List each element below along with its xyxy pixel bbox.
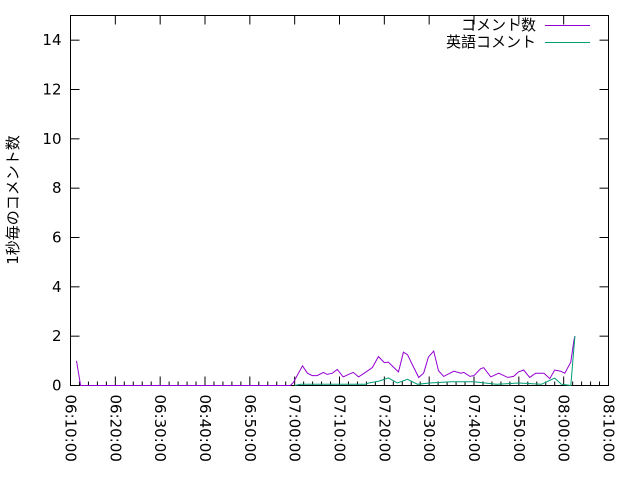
- x-tick-label: 08:00:00: [555, 395, 573, 462]
- x-tick-label: 06:30:00: [151, 395, 169, 462]
- series-line-0: [76, 336, 576, 386]
- y-tick-label: 2: [52, 327, 62, 345]
- x-tick-label: 07:40:00: [465, 395, 483, 462]
- y-axis-label: 1秒毎のコメント数: [4, 135, 22, 265]
- series-lines: [76, 336, 576, 387]
- y-tick-label: 14: [42, 31, 61, 49]
- x-tick-label: 07:00:00: [286, 395, 304, 462]
- x-tick-label: 08:10:00: [600, 395, 618, 462]
- x-tick-label: 07:30:00: [420, 395, 438, 462]
- x-tick-label: 06:10:00: [62, 395, 80, 462]
- x-tick-label: 07:10:00: [331, 395, 349, 462]
- x-tick-label: 06:20:00: [106, 395, 124, 462]
- series-line-1: [294, 336, 576, 387]
- y-tick-label: 12: [42, 81, 61, 99]
- y-tick-label: 0: [52, 377, 62, 395]
- x-axis: 06:10:00 06:20:00 06:30:00 06:40:00 06:50:00…: [62, 15, 618, 462]
- y-tick-label: 6: [52, 229, 62, 247]
- y-tick-label: 8: [52, 179, 62, 197]
- x-tick-label: 06:50:00: [241, 395, 259, 462]
- legend-label-1: 英語コメント: [446, 33, 536, 51]
- x-tick-label: 07:50:00: [510, 395, 528, 462]
- x-tick-label: 06:40:00: [196, 395, 214, 462]
- legend-label-0: コメント数: [461, 16, 536, 34]
- plot-border: [70, 15, 609, 386]
- y-axis: 0 2 4 6 8 10 12 14: [42, 31, 609, 395]
- legend: コメント数 英語コメント: [446, 16, 590, 51]
- y-tick-label: 10: [42, 130, 61, 148]
- x-tick-label: 07:20:00: [375, 395, 393, 462]
- y-tick-label: 4: [52, 278, 62, 296]
